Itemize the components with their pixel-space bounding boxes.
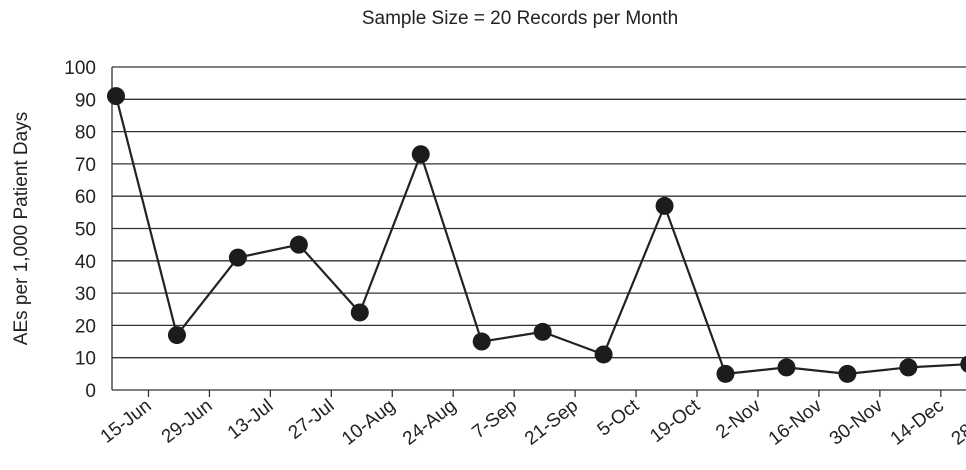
x-tick-label: 16-Nov [765,395,827,450]
y-axis-title: AEs per 1,000 Patient Days [11,112,32,345]
chart-title: Sample Size = 20 Records per Month [361,8,679,29]
x-tick-label: 10-Aug [338,395,399,449]
data-point-5-Oct [594,345,613,364]
x-tick-label: 24-Aug [399,395,460,449]
data-point-28-Dec [960,355,966,373]
y-tick-label: 20 [75,316,96,337]
data-point-2-Nov [716,364,735,383]
y-tick-label: 10 [75,349,96,370]
y-tick-label: 100 [64,58,96,79]
data-point-16-Nov [777,358,796,377]
y-tick-label: 90 [75,90,96,111]
data-point-29-Jun [167,326,186,345]
x-tick-label: 2-Nov [712,395,765,443]
y-tick-label: 30 [75,284,96,305]
data-point-13-Jul [228,248,247,267]
x-tick-label: 15-Jun [97,395,156,447]
data-point-30-Nov [838,364,857,383]
x-tick-label: 29-Jun [158,395,217,447]
data-point-14-Dec [899,358,918,377]
data-point-19-Oct [655,196,674,215]
y-tick-label: 60 [75,187,96,208]
data-point-24-Aug [411,145,430,164]
data-point-15-Jun [107,87,125,106]
x-tick-label: 21-Sep [521,395,582,449]
data-point-7-Sep [472,332,491,351]
x-tick-label: 5-Oct [594,395,644,441]
y-tick-label: 40 [75,252,96,273]
x-tick-label: 13-Jul [224,395,278,443]
x-tick-label: 14-Dec [887,395,948,449]
data-point-10-Aug [350,303,369,322]
y-tick-label: 50 [75,220,96,241]
y-tick-label: 80 [75,123,96,144]
x-tick-label: 28-Dec [948,395,966,449]
x-tick-label: 7-Sep [468,395,521,443]
x-tick-label: 19-Oct [646,395,704,447]
y-tick-label: 70 [75,155,96,176]
y-tick-label: 0 [85,381,96,402]
data-point-27-Jul [289,235,308,254]
data-point-21-Sep [533,322,552,341]
x-tick-label: 27-Jul [285,395,339,443]
x-tick-label: 30-Nov [826,395,888,450]
